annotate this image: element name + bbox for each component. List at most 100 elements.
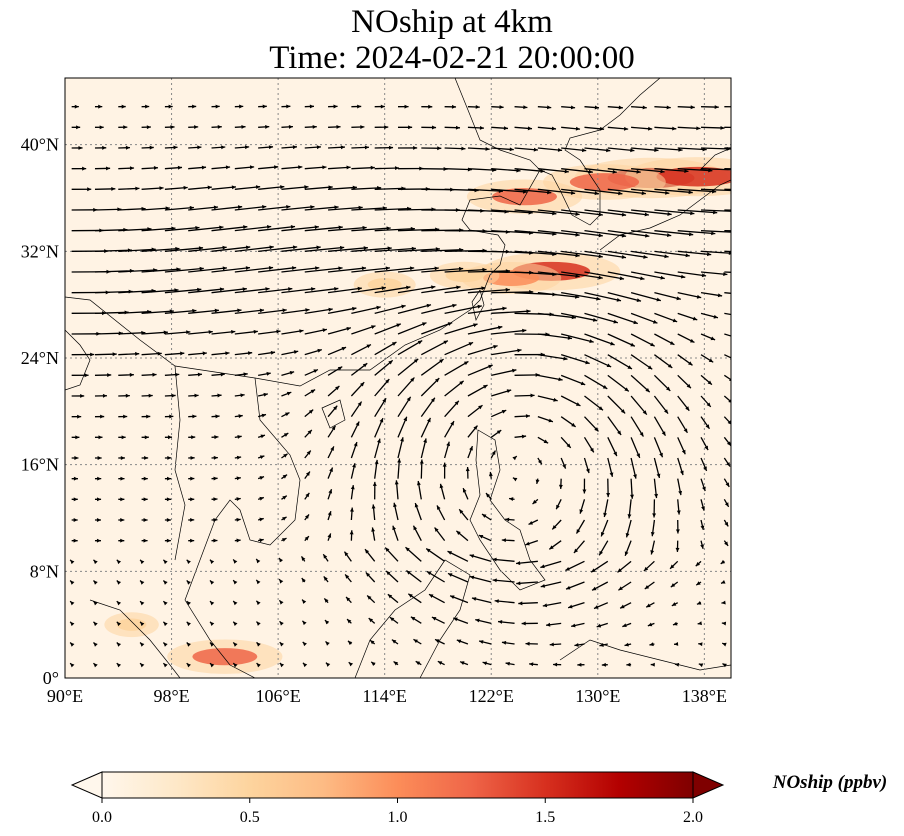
- wind-arrow: [561, 209, 603, 217]
- wind-arrow: [584, 105, 600, 110]
- wind-arrow: [444, 267, 487, 273]
- wind-arrow: [211, 393, 222, 398]
- wind-arrow: [467, 105, 480, 109]
- wind-arrow: [118, 414, 128, 419]
- wind-arrow: [420, 417, 432, 438]
- wind-arrow: [234, 455, 242, 460]
- wind-arrow: [561, 250, 603, 259]
- wind-arrow: [69, 580, 75, 585]
- wind-arrow: [630, 457, 637, 479]
- wind-arrow: [607, 395, 626, 414]
- wind-arrow: [700, 478, 706, 492]
- wind-arrow: [258, 538, 264, 543]
- wind-arrow: [374, 323, 402, 335]
- coastline-indochina: [174, 365, 301, 678]
- wind-arrow: [232, 621, 238, 627]
- wind-arrow: [677, 250, 712, 257]
- wind-arrow: [724, 292, 731, 294]
- wind-arrow: [584, 416, 599, 432]
- wind-arrow: [374, 145, 394, 150]
- wind-arrow: [164, 246, 204, 252]
- wind-arrow: [188, 455, 195, 460]
- wind-arrow: [643, 560, 655, 572]
- wind-arrow: [407, 593, 422, 604]
- wind-arrow: [607, 271, 645, 281]
- wind-arrow: [327, 326, 352, 335]
- wind-arrow: [369, 639, 376, 645]
- wind-arrow: [654, 292, 681, 301]
- wind-arrow: [437, 660, 445, 666]
- wind-arrow: [374, 459, 379, 479]
- wind-arrow: [501, 640, 515, 645]
- wind-arrow: [607, 374, 630, 392]
- wind-arrow: [397, 396, 412, 418]
- wind-arrow: [258, 124, 270, 129]
- wind-arrow: [442, 462, 447, 479]
- wind-arrow: [346, 618, 352, 624]
- wind-arrow: [584, 333, 615, 346]
- wind-arrow: [647, 622, 655, 627]
- wind-arrow: [188, 287, 225, 294]
- lat-tick-label: 16°N: [21, 455, 59, 475]
- wind-arrow: [186, 559, 191, 565]
- wind-arrow: [188, 518, 195, 522]
- wind-arrow: [302, 641, 307, 647]
- wind-arrow: [374, 304, 406, 314]
- wind-arrow: [397, 303, 432, 314]
- wind-arrow: [391, 639, 399, 645]
- wind-arrow: [701, 188, 731, 192]
- wind-arrow: [374, 341, 397, 356]
- wind-arrow: [279, 620, 284, 626]
- wind-arrow: [723, 436, 731, 447]
- wind-arrow: [258, 329, 281, 335]
- wind-arrow: [721, 642, 727, 647]
- wind-arrow: [94, 104, 103, 109]
- wind-arrow: [188, 476, 195, 481]
- wind-arrow: [631, 105, 647, 110]
- wind-arrow: [323, 597, 329, 604]
- wind-arrow: [488, 471, 493, 479]
- wind-arrow: [512, 455, 518, 461]
- wind-arrow: [492, 578, 515, 583]
- wind-arrow: [281, 145, 298, 150]
- wind-arrow: [701, 209, 731, 212]
- wind-arrow: [278, 578, 284, 584]
- wind-arrow: [622, 622, 632, 628]
- wind-arrow: [350, 401, 363, 418]
- wind-arrow: [421, 322, 453, 335]
- wind-arrow: [537, 188, 576, 195]
- wind-arrow: [449, 595, 469, 604]
- wind-arrow: [590, 560, 609, 573]
- wind-arrow: [397, 340, 423, 356]
- wind-arrow: [141, 145, 154, 150]
- wind-arrow: [234, 372, 248, 377]
- wind-arrow: [560, 395, 581, 407]
- wind-arrow: [444, 380, 465, 397]
- wind-arrow: [141, 538, 148, 543]
- wind-arrow: [584, 271, 625, 281]
- map-panel: 90°E 98°E 106°E 114°E 122°E 130°E 138°E 0° 8°N 1…: [21, 77, 732, 706]
- wind-arrow: [631, 188, 670, 195]
- wind-arrow: [94, 166, 111, 171]
- wind-arrow: [654, 105, 671, 110]
- wind-arrow: [232, 600, 238, 606]
- wind-arrow: [561, 230, 603, 238]
- wind-arrow: [328, 225, 367, 232]
- wind-arrow: [561, 333, 594, 344]
- wind-arrow: [724, 312, 731, 316]
- wind-arrow: [327, 533, 332, 541]
- wind-arrow: [698, 642, 703, 647]
- wind-arrow: [467, 384, 488, 397]
- wind-arrow: [164, 538, 171, 543]
- wind-arrow: [467, 344, 498, 356]
- wind-arrow: [211, 266, 251, 273]
- wind-arrow: [553, 662, 562, 667]
- wind-arrow: [444, 323, 478, 335]
- wind-arrow: [304, 409, 314, 418]
- wind-arrow: [374, 359, 394, 376]
- wind-arrow: [69, 642, 75, 647]
- wind-arrow: [234, 205, 267, 211]
- wind-arrow: [700, 292, 723, 298]
- wind-arrow: [351, 125, 365, 129]
- wind-arrow: [599, 642, 608, 647]
